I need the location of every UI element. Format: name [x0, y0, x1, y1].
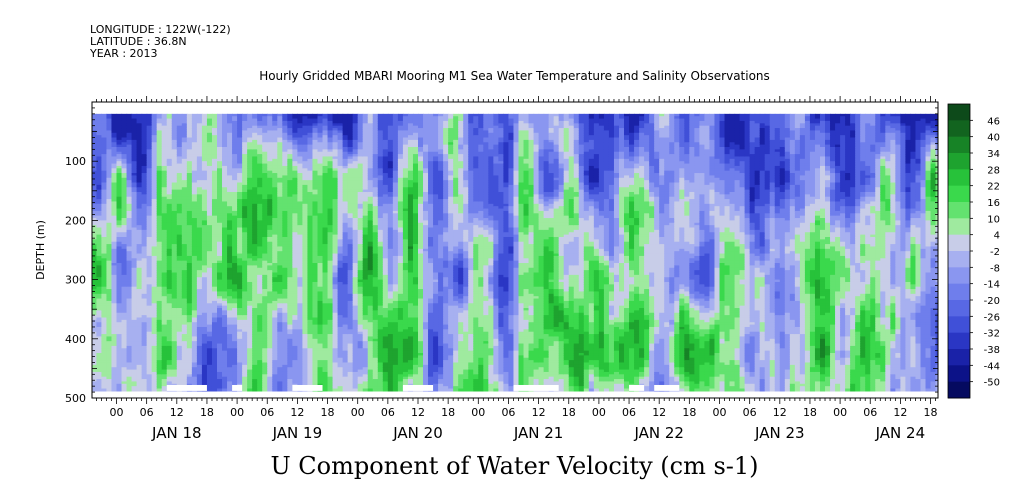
heatmap-field	[92, 113, 938, 392]
x-hour-tick-label: 12	[532, 406, 546, 419]
x-hour-tick-label: 12	[652, 406, 666, 419]
y-tick-label: 400	[65, 333, 86, 346]
x-hour-tick-label: 18	[441, 406, 455, 419]
x-hour-tick-label: 12	[773, 406, 787, 419]
colorbar-swatch	[948, 169, 970, 187]
y-tick-label: 500	[65, 392, 86, 405]
colorbar-label: 4	[994, 231, 1000, 242]
colorbar-swatch	[948, 218, 970, 236]
year-label: YEAR : 2013	[90, 48, 158, 60]
x-hour-tick-label: 00	[230, 406, 244, 419]
colorbar-swatch	[948, 251, 970, 268]
x-hour-tick-label: 00	[592, 406, 606, 419]
x-day-label: JAN 20	[392, 424, 443, 442]
colorbar-label: -14	[984, 280, 1000, 291]
x-hour-tick-label: 18	[803, 406, 817, 419]
x-hour-tick-label: 06	[501, 406, 515, 419]
x-hour-tick-label: 00	[110, 406, 124, 419]
colorbar-label: 22	[987, 182, 1000, 193]
x-hour-tick-label: 12	[893, 406, 907, 419]
x-day-label: JAN 24	[875, 424, 926, 442]
colorbar-label: -20	[984, 296, 1000, 307]
colorbar-swatch	[948, 365, 970, 383]
x-hour-tick-label: 00	[833, 406, 847, 419]
colorbar-swatch	[948, 104, 970, 121]
colorbar-swatch	[948, 332, 970, 350]
x-hour-tick-label: 12	[411, 406, 425, 419]
y-tick-label: 200	[65, 214, 86, 227]
y-tick-label: 300	[65, 274, 86, 287]
colorbar-label: -32	[984, 329, 1000, 340]
variable-title: U Component of Water Velocity (cm s-1)	[0, 452, 1009, 480]
x-hour-tick-label: 06	[863, 406, 877, 419]
colorbar-swatch	[948, 120, 970, 138]
colorbar-label: 40	[987, 133, 1000, 144]
longitude-label: LONGITUDE : 122W(-122)	[90, 24, 231, 36]
colorbar-label: 28	[987, 165, 1000, 176]
colorbar-label: -8	[990, 263, 1000, 274]
x-hour-tick-label: 06	[622, 406, 636, 419]
colorbar-swatch	[948, 153, 970, 170]
y-axis-label: DEPTH (m)	[34, 220, 47, 280]
x-hour-tick-label: 00	[471, 406, 485, 419]
chart-title: Hourly Gridded MBARI Mooring M1 Sea Wate…	[0, 69, 1009, 83]
axes: 00 06 12 18 00 06 12 18 00 06 12 18 00 06 12 18 00 06 12 18…	[34, 96, 939, 442]
x-hour-tick-label: 06	[260, 406, 274, 419]
colorbar-swatch	[948, 136, 970, 154]
colorbar-swatch	[948, 185, 970, 203]
colorbar-label: -26	[984, 312, 1000, 323]
x-day-label: JAN 21	[513, 424, 564, 442]
x-hour-tick-label: 12	[170, 406, 184, 419]
x-hour-tick-label: 06	[140, 406, 154, 419]
colorbar-swatch	[948, 267, 970, 285]
x-hour-tick-label: 06	[743, 406, 757, 419]
colorbar: 46 40 34 28 22 16 10 4 -2 -8 -14 -20 -26 -32 -38 -44 -50	[947, 103, 1000, 399]
colorbar-label: -44	[984, 361, 1000, 372]
x-hour-tick-label: 06	[381, 406, 395, 419]
x-hour-tick-label: 00	[713, 406, 727, 419]
x-hour-tick-label: 18	[321, 406, 335, 419]
x-day-label: JAN 22	[633, 424, 684, 442]
colorbar-swatch	[948, 234, 970, 252]
colorbar-label: -2	[990, 247, 1000, 258]
colorbar-label: 10	[987, 214, 1000, 225]
colorbar-label: -38	[984, 345, 1000, 356]
x-day-label: JAN 19	[272, 424, 323, 442]
x-hour-tick-label: 18	[682, 406, 696, 419]
colorbar-swatch	[948, 381, 970, 399]
colorbar-swatch	[948, 283, 970, 301]
y-tick-label: 100	[65, 155, 86, 168]
colorbar-label: 34	[987, 149, 1000, 160]
x-hour-tick-label: 18	[562, 406, 576, 419]
x-hour-tick-label: 12	[290, 406, 304, 419]
colorbar-label: 46	[987, 116, 1000, 127]
latitude-label: LATITUDE : 36.8N	[90, 36, 187, 48]
colorbar-swatch	[948, 316, 970, 334]
colorbar-swatch	[948, 300, 970, 317]
x-hour-tick-label: 18	[924, 406, 938, 419]
colorbar-label: 16	[987, 198, 1000, 209]
colorbar-swatch	[948, 349, 970, 366]
x-day-label: JAN 23	[754, 424, 805, 442]
colorbar-label: -50	[984, 378, 1000, 389]
x-day-label: JAN 18	[151, 424, 202, 442]
x-hour-tick-label: 00	[351, 406, 365, 419]
colorbar-swatch	[948, 202, 970, 219]
x-hour-tick-label: 18	[200, 406, 214, 419]
